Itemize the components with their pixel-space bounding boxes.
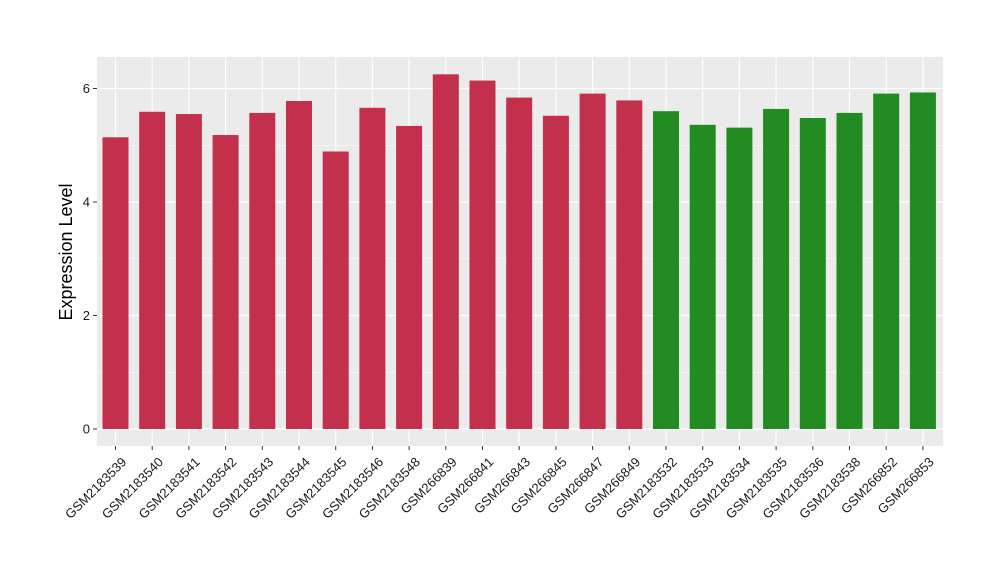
y-tick-label: 2 bbox=[83, 308, 90, 323]
bars bbox=[102, 74, 936, 430]
bar bbox=[799, 118, 826, 429]
bar bbox=[322, 151, 349, 429]
bar bbox=[102, 137, 129, 429]
bar bbox=[139, 111, 166, 429]
bar bbox=[579, 93, 606, 430]
y-tick-label: 6 bbox=[83, 81, 90, 96]
bar bbox=[726, 127, 753, 429]
bar bbox=[249, 112, 276, 429]
y-tick-label: 0 bbox=[83, 422, 90, 437]
bar bbox=[909, 92, 936, 429]
y-axis: 0 2 4 6 bbox=[83, 81, 97, 437]
bar bbox=[542, 115, 569, 430]
bar bbox=[653, 111, 679, 429]
bar bbox=[469, 80, 496, 430]
bar bbox=[506, 97, 533, 429]
bar bbox=[836, 112, 863, 429]
x-axis: GSM2183539GSM2183540GSM2183541GSM2183542… bbox=[62, 446, 937, 522]
y-axis-title: Expression Level bbox=[56, 183, 76, 320]
bar bbox=[616, 100, 643, 429]
bar bbox=[286, 100, 312, 430]
bar bbox=[359, 107, 386, 430]
bar bbox=[432, 74, 459, 429]
bar bbox=[763, 108, 790, 430]
bar bbox=[873, 93, 900, 430]
bar bbox=[175, 114, 202, 429]
y-tick-label: 4 bbox=[83, 195, 90, 210]
bar bbox=[689, 124, 716, 429]
bar bbox=[396, 125, 423, 429]
bar bbox=[212, 135, 239, 429]
